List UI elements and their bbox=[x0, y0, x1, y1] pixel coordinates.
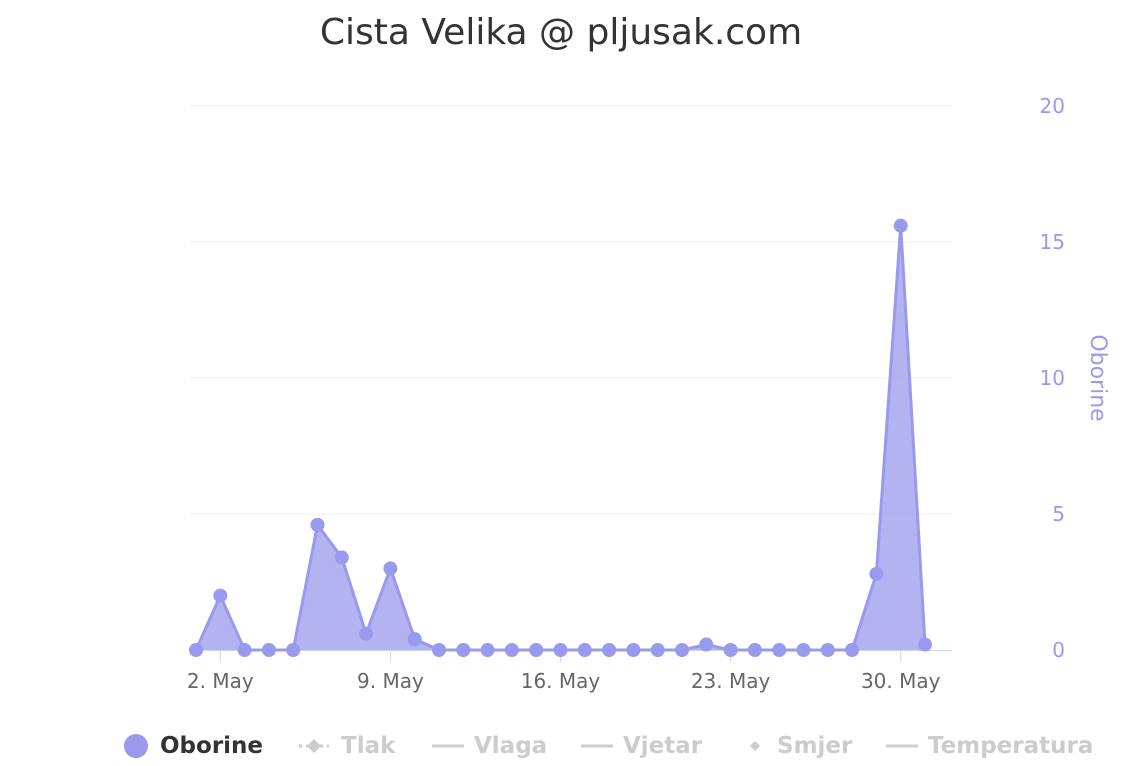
legend-item-temperatura[interactable]: Temperatura bbox=[886, 726, 1093, 766]
y-tick-label: 5 bbox=[1052, 502, 1065, 526]
data-point bbox=[650, 643, 665, 657]
legend-label: Vlaga bbox=[474, 733, 548, 759]
data-point bbox=[723, 643, 738, 657]
y-tick-label: 15 bbox=[1040, 230, 1065, 254]
legend-label: Oborine bbox=[160, 733, 264, 759]
data-point bbox=[456, 643, 471, 657]
y-axis-title: Oborine bbox=[1085, 334, 1110, 421]
data-point bbox=[553, 643, 568, 657]
data-point bbox=[602, 643, 617, 657]
data-point bbox=[772, 643, 787, 657]
data-point bbox=[310, 517, 325, 532]
legend-symbol-icon bbox=[124, 734, 148, 758]
x-tick-label: 30. May bbox=[861, 669, 941, 693]
data-point bbox=[334, 550, 349, 565]
data-point bbox=[286, 643, 301, 657]
data-point bbox=[383, 561, 398, 576]
legend-symbol-icon bbox=[299, 739, 329, 753]
x-tick-label: 2. May bbox=[187, 669, 254, 693]
y-tick-label: 10 bbox=[1040, 366, 1065, 390]
data-point bbox=[261, 643, 276, 657]
data-point bbox=[237, 643, 252, 657]
data-point bbox=[820, 643, 835, 657]
data-point bbox=[845, 643, 860, 657]
y-tick-label: 0 bbox=[1052, 638, 1065, 662]
x-tick-label: 16. May bbox=[521, 669, 601, 693]
data-point bbox=[893, 218, 908, 233]
data-point bbox=[407, 632, 422, 647]
legend: Oborine Tlak Vlaga Vjetar Smjer Temperatura bbox=[0, 726, 1122, 766]
legend-item-tlak[interactable]: Tlak bbox=[299, 726, 395, 766]
y-tick-label: 20 bbox=[1040, 94, 1065, 118]
data-point bbox=[747, 643, 762, 657]
chart-title: Cista Velika @ pljusak.com bbox=[319, 12, 803, 53]
series-line bbox=[194, 224, 927, 652]
data-point bbox=[189, 643, 203, 657]
legend-item-smjer[interactable]: Smjer bbox=[747, 726, 852, 766]
data-point bbox=[675, 643, 689, 657]
data-point bbox=[699, 637, 714, 652]
data-point bbox=[577, 643, 592, 657]
legend-symbol-icon bbox=[886, 744, 918, 748]
data-point bbox=[796, 643, 811, 657]
legend-item-vlaga[interactable]: Vlaga bbox=[432, 726, 547, 766]
data-point bbox=[869, 566, 884, 581]
data-point bbox=[480, 643, 495, 657]
legend-label: Vjetar bbox=[623, 733, 703, 759]
legend-item-oborine[interactable]: Oborine bbox=[124, 726, 263, 766]
legend-label: Tlak bbox=[341, 733, 396, 759]
data-point bbox=[529, 643, 544, 657]
legend-symbol-icon bbox=[581, 744, 613, 748]
data-point bbox=[432, 643, 446, 657]
data-point bbox=[918, 637, 932, 652]
x-tick-label: 23. May bbox=[691, 669, 771, 693]
data-point bbox=[504, 643, 519, 657]
data-point bbox=[626, 643, 641, 657]
legend-symbol-icon bbox=[432, 744, 464, 748]
x-tick-label: 9. May bbox=[357, 669, 424, 693]
legend-label: Smjer bbox=[777, 733, 853, 759]
legend-item-vjetar[interactable]: Vjetar bbox=[581, 726, 702, 766]
legend-symbol-icon bbox=[750, 741, 760, 751]
data-point bbox=[359, 626, 374, 641]
legend-label: Temperatura bbox=[928, 733, 1094, 759]
data-point bbox=[213, 588, 228, 603]
